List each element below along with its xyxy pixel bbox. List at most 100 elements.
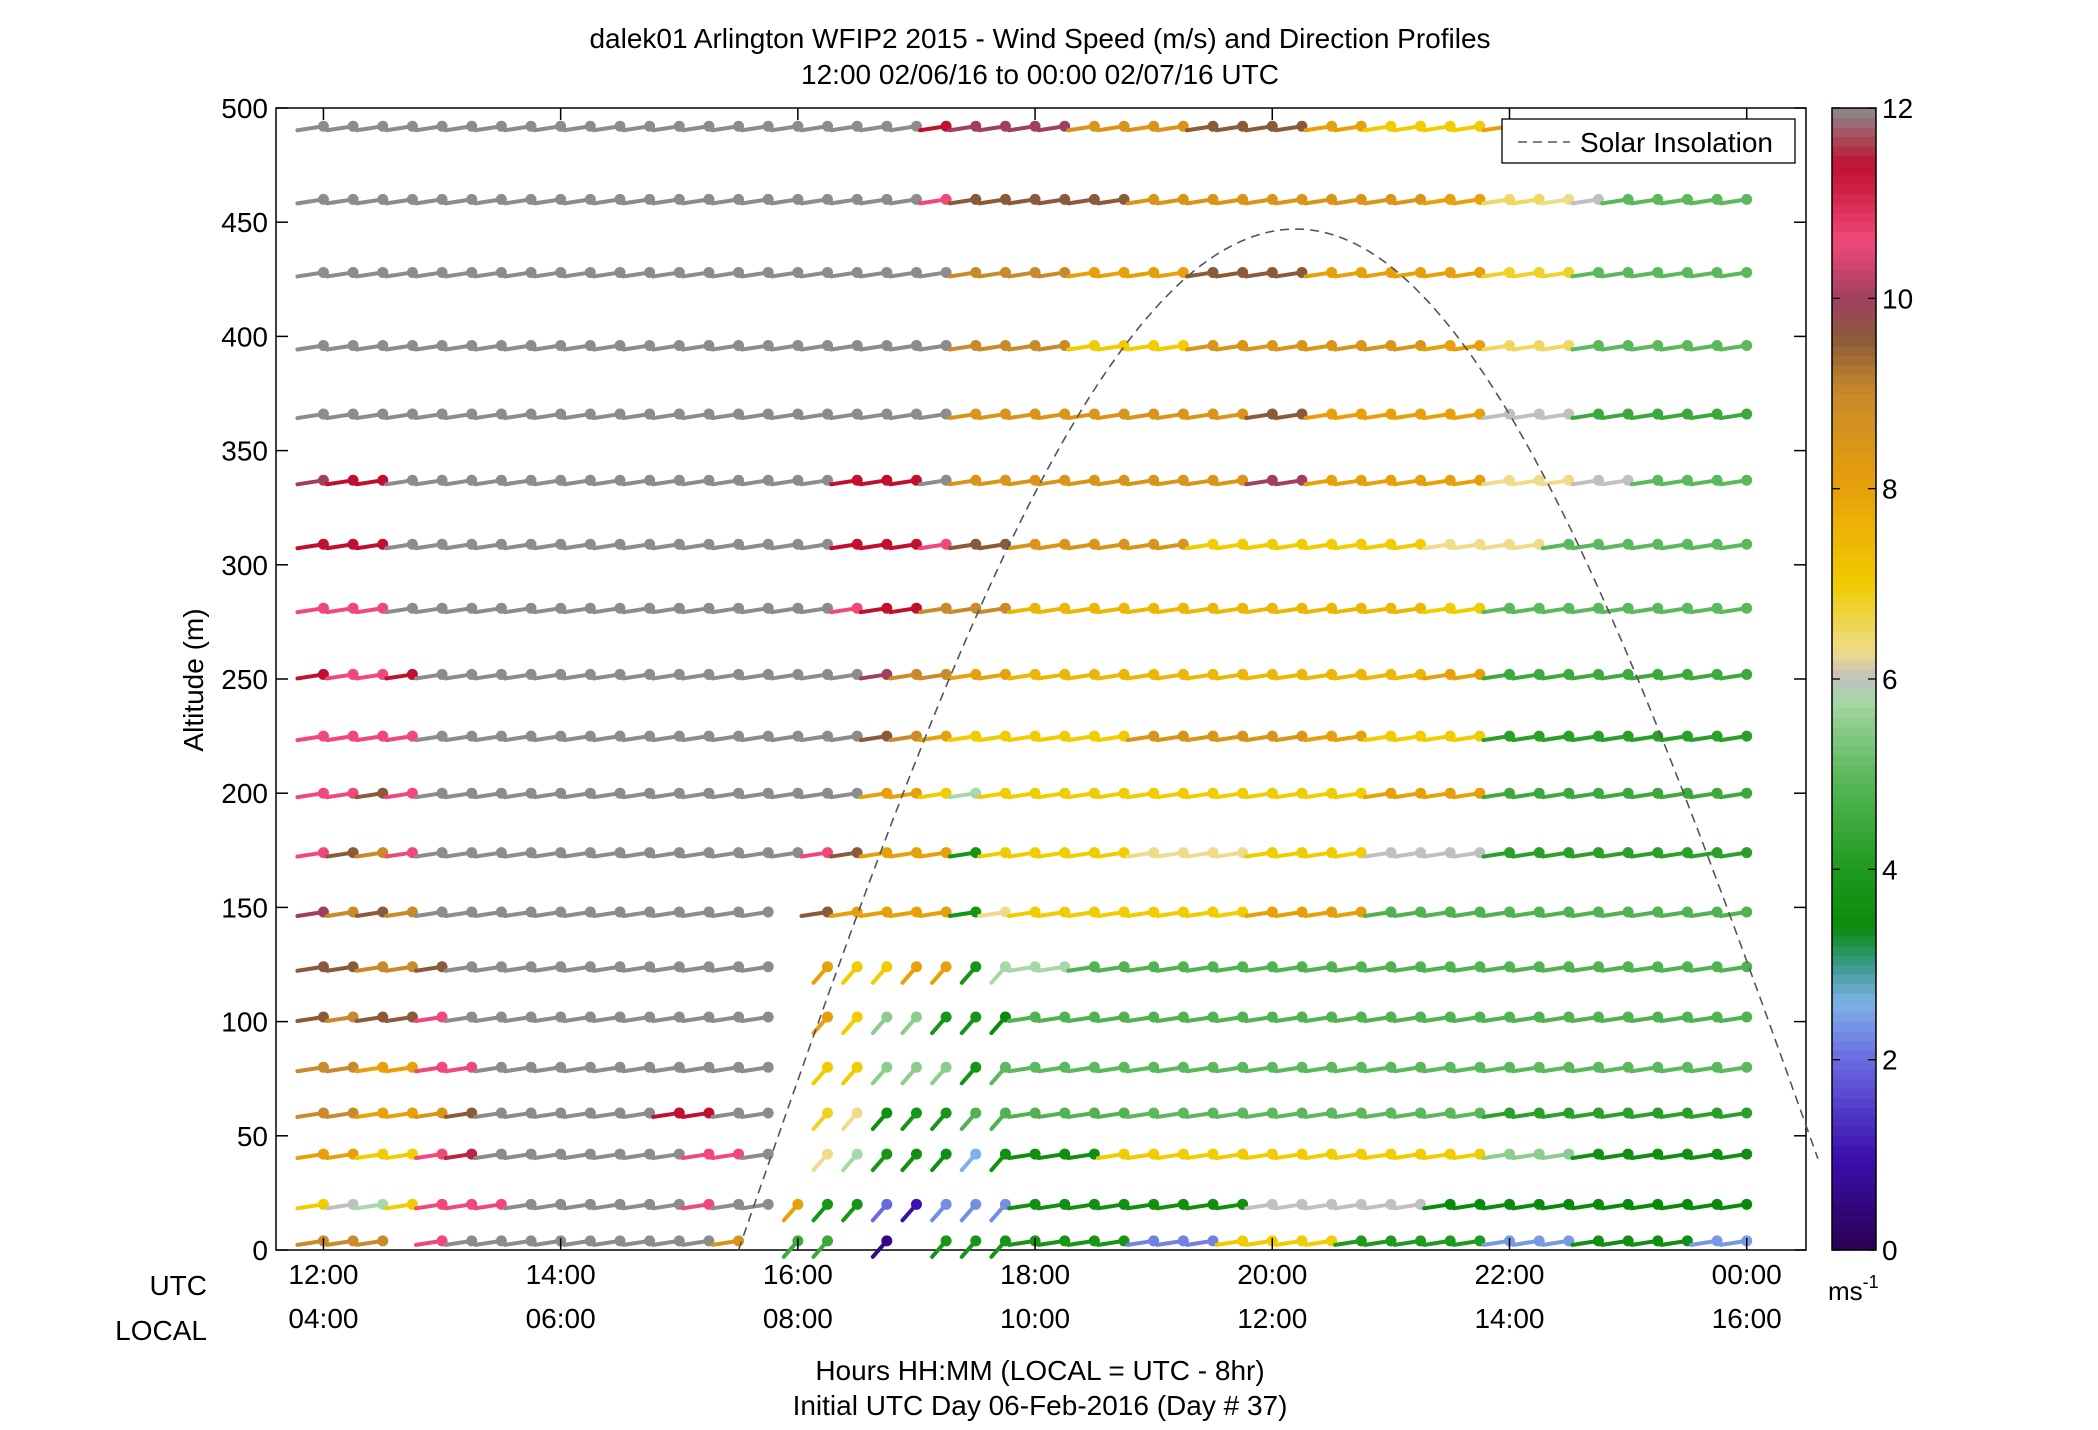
y-tick-label: 200	[221, 778, 268, 809]
colorbar-swatch	[1832, 945, 1876, 956]
chart-title: dalek01 Arlington WFIP2 2015 - Wind Spee…	[589, 23, 1490, 54]
wind-barb-dot	[851, 1107, 863, 1119]
colorbar-swatch	[1832, 374, 1876, 385]
colorbar-swatch	[1832, 1040, 1876, 1051]
colorbar-swatch	[1832, 250, 1876, 261]
colorbar: 0 2 4 6 8 10 12	[1831, 93, 1913, 1266]
wind-barb-dot	[940, 961, 952, 973]
wind-barb-dot	[881, 1148, 893, 1160]
colorbar-tick-label: 0	[1882, 1235, 1898, 1266]
colorbar-swatch	[1832, 1240, 1876, 1251]
wind-barb-dot	[822, 961, 834, 973]
wind-barb-dot	[762, 961, 774, 973]
wind-barb-dot	[762, 906, 774, 918]
x-tick-label-local: 06:00	[526, 1303, 596, 1334]
colorbar-swatch	[1832, 1173, 1876, 1184]
x-tick-label-local: 16:00	[1712, 1303, 1782, 1334]
x-tick-label-local: 12:00	[1237, 1303, 1307, 1334]
colorbar-swatch	[1832, 431, 1876, 442]
wind-barb-dot	[940, 1235, 952, 1247]
wind-barb-dot	[910, 1198, 922, 1210]
colorbar-swatch	[1832, 717, 1876, 728]
wind-barb-dot	[910, 961, 922, 973]
y-tick-label: 500	[221, 93, 268, 124]
colorbar-swatch	[1832, 174, 1876, 185]
y-tick-label: 450	[221, 207, 268, 238]
wind-barb-dot	[851, 961, 863, 973]
colorbar-swatch	[1832, 755, 1876, 766]
utc-row-label: UTC	[149, 1270, 207, 1301]
colorbar-swatch	[1832, 403, 1876, 414]
colorbar-swatch	[1832, 526, 1876, 537]
colorbar-swatch	[1832, 812, 1876, 823]
colorbar-swatch	[1832, 260, 1876, 271]
colorbar-swatch	[1832, 897, 1876, 908]
wind-barb-dot	[822, 1061, 834, 1073]
colorbar-swatch	[1832, 108, 1876, 119]
colorbar-swatch	[1832, 974, 1876, 985]
colorbar-swatch	[1832, 1183, 1876, 1194]
wind-barb-dot	[762, 1107, 774, 1119]
colorbar-swatch	[1832, 393, 1876, 404]
x-tick-label-local: 08:00	[763, 1303, 833, 1334]
y-tick-label: 50	[237, 1121, 268, 1152]
colorbar-swatch	[1832, 479, 1876, 490]
colorbar-tick-label: 8	[1882, 474, 1898, 505]
colorbar-swatch	[1832, 583, 1876, 594]
y-tick-label: 400	[221, 321, 268, 352]
colorbar-swatch	[1832, 412, 1876, 423]
colorbar-swatch	[1832, 469, 1876, 480]
colorbar-swatch	[1832, 450, 1876, 461]
wind-barb-dot	[910, 1107, 922, 1119]
colorbar-swatch	[1832, 964, 1876, 975]
wind-barb-dot	[1741, 474, 1753, 486]
colorbar-swatch	[1832, 802, 1876, 813]
wind-barb-dot	[940, 1148, 952, 1160]
wind-barb-dot	[1741, 193, 1753, 205]
colorbar-swatch	[1832, 184, 1876, 195]
colorbar-swatch	[1832, 878, 1876, 889]
wind-barb-dot	[970, 1148, 982, 1160]
colorbar-swatch	[1832, 859, 1876, 870]
colorbar-swatch	[1832, 1154, 1876, 1165]
x-tick-label-utc: 20:00	[1237, 1259, 1307, 1290]
local-row-label: LOCAL	[115, 1315, 207, 1346]
colorbar-swatch	[1832, 840, 1876, 851]
wind-barb-dot	[822, 1235, 834, 1247]
colorbar-swatch	[1832, 203, 1876, 214]
colorbar-swatch	[1832, 364, 1876, 376]
colorbar-swatch	[1832, 536, 1876, 547]
colorbar-swatch	[1832, 507, 1876, 518]
colorbar-swatch	[1832, 1002, 1876, 1013]
colorbar-tick-label: 10	[1882, 283, 1913, 314]
colorbar-swatch	[1832, 1145, 1876, 1156]
colorbar-swatch	[1832, 555, 1876, 566]
y-axis: 0 50 100 150 200 250 300 350 400 450 500	[221, 93, 1806, 1266]
wind-barb-dot	[822, 1107, 834, 1119]
colorbar-swatch	[1832, 498, 1876, 509]
y-axis-label: Altitude (m)	[178, 608, 209, 751]
colorbar-swatch	[1832, 993, 1876, 1004]
colorbar-swatch	[1832, 136, 1876, 147]
colorbar-swatch	[1832, 954, 1876, 966]
colorbar-swatch	[1832, 764, 1876, 775]
colorbar-swatch	[1832, 821, 1876, 832]
colorbar-swatch	[1832, 279, 1876, 290]
colorbar-swatch	[1832, 888, 1876, 899]
colorbar-swatch	[1832, 650, 1876, 661]
colorbar-swatch	[1832, 1230, 1876, 1242]
wind-barb-dot	[881, 1107, 893, 1119]
wind-barbs-layer	[295, 120, 1753, 1259]
colorbar-swatch	[1832, 165, 1876, 176]
wind-barb-dot	[910, 1148, 922, 1160]
colorbar-swatch	[1832, 193, 1876, 204]
colorbar-swatch	[1832, 574, 1876, 585]
colorbar-swatch	[1832, 1069, 1876, 1080]
wind-barb-dot	[910, 1011, 922, 1023]
colorbar-swatch	[1832, 1012, 1876, 1023]
x-tick-label-utc: 18:00	[1000, 1259, 1070, 1290]
wind-barb-dot	[1741, 1198, 1753, 1210]
wind-barb-dot	[762, 1198, 774, 1210]
colorbar-swatch	[1832, 926, 1876, 937]
